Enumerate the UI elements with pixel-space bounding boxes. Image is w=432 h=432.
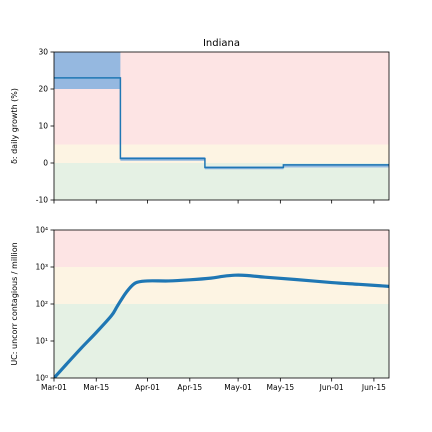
uncertainty-band-3 xyxy=(283,164,389,168)
contagious-y-tick-label: 10¹ xyxy=(35,337,48,346)
growth-y-tick-label: 20 xyxy=(38,85,48,94)
growth-y-tick-label: 10 xyxy=(38,122,48,131)
contagious-panel: 10⁰ 10¹ 10² 10³ 10⁴ Mar-01 Mar-15 Apr-01 Apr-15 M… xyxy=(35,226,390,392)
contagious-y-tick-label: 10³ xyxy=(35,263,48,272)
growth-y-tick-label: -10 xyxy=(36,196,48,205)
growth-step-line xyxy=(54,77,389,169)
contagious-y-axis-label: UC: uncorr contagious / million xyxy=(10,242,19,365)
contagious-x-tick-label: Apr-01 xyxy=(135,383,160,392)
contagious-y-tick-label: 10⁰ xyxy=(35,374,48,383)
zone-yellow xyxy=(54,144,389,163)
growth-y-tick-label: 0 xyxy=(43,159,48,168)
contagious-x-tick-label: Apr-15 xyxy=(177,383,202,392)
contagious-y-tick-label: 10² xyxy=(35,300,48,309)
chart-title: Indiana xyxy=(203,38,240,49)
zone-red xyxy=(54,230,389,267)
growth-y-tick-label: 30 xyxy=(38,48,48,57)
contagious-x-tick-label: Jun-15 xyxy=(361,383,386,392)
uncertainty-band-0 xyxy=(54,52,121,89)
growth-panel: -10 0 10 20 30 xyxy=(36,48,390,205)
growth-y-axis-label: δ: daily growth (%) xyxy=(10,88,19,164)
contagious-x-tick-label: May-01 xyxy=(224,383,252,392)
contagious-x-tick-label: Mar-15 xyxy=(83,383,109,392)
contagious-x-tick-label: May-15 xyxy=(267,383,295,392)
contagious-x-tick-label: Mar-01 xyxy=(41,383,67,392)
zone-green xyxy=(54,304,389,378)
zone-yellow xyxy=(54,267,389,304)
contagious-x-tick-label: Jun-01 xyxy=(319,383,344,392)
contagious-y-tick-label: 10⁴ xyxy=(35,226,48,235)
contagious-line xyxy=(54,273,389,378)
